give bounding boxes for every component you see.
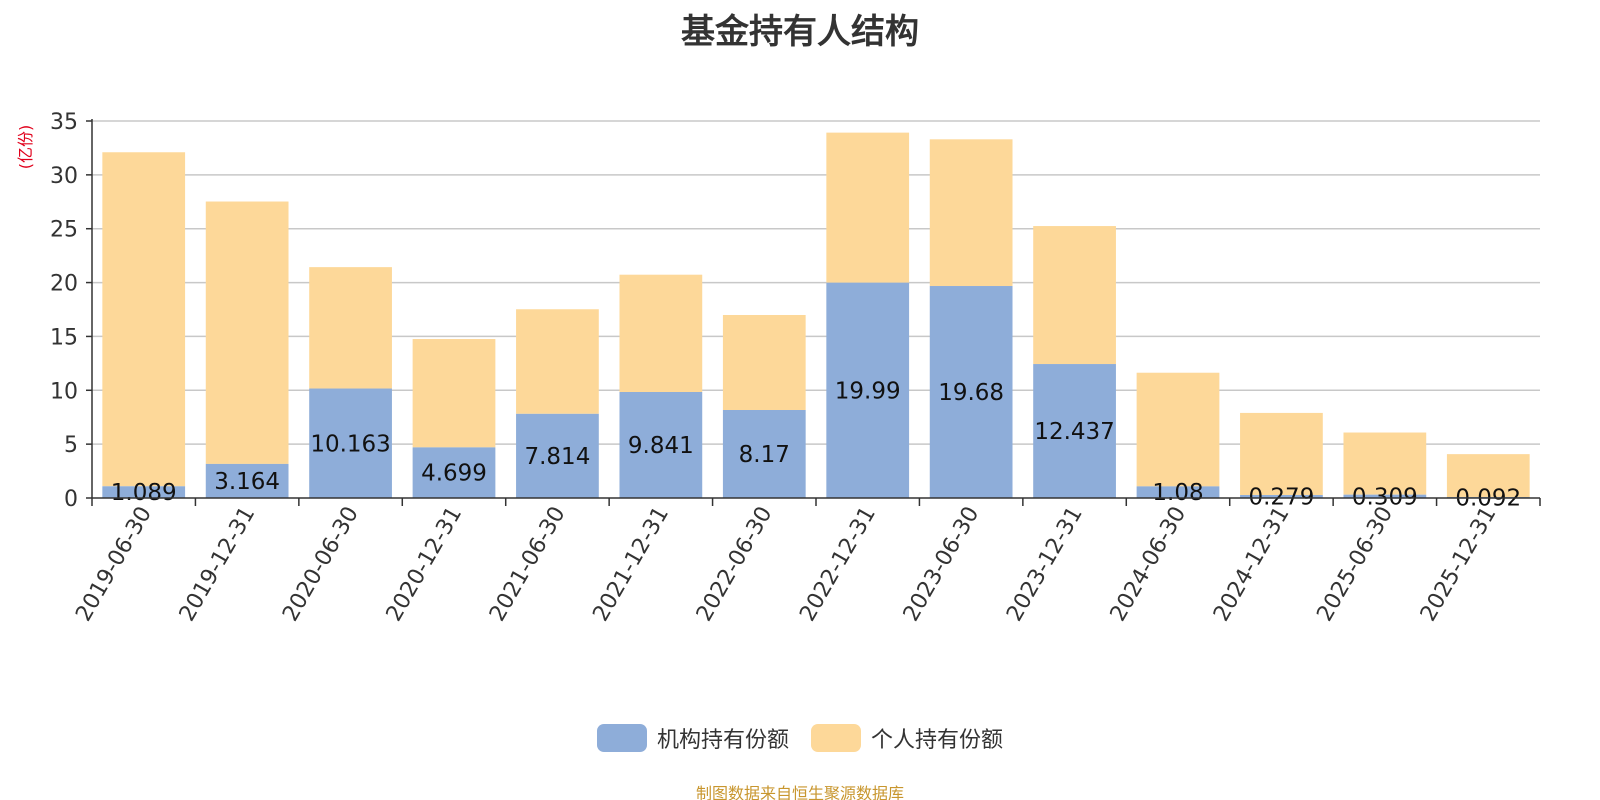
bar-value-label: 7.814 bbox=[524, 444, 590, 470]
legend-swatch-individual bbox=[811, 724, 861, 752]
bar-individual bbox=[722, 314, 806, 410]
chart-title: 基金持有人结构 bbox=[681, 12, 919, 52]
bar-individual bbox=[1136, 372, 1220, 487]
bar-individual bbox=[1446, 454, 1530, 498]
bar-individual bbox=[412, 339, 496, 448]
bar-institutional bbox=[102, 486, 186, 498]
bar-individual bbox=[309, 267, 392, 389]
bar-individual bbox=[826, 132, 910, 283]
bar-value-label: 8.17 bbox=[739, 442, 790, 468]
bar-value-label: 10.163 bbox=[310, 431, 390, 457]
bar-institutional bbox=[516, 413, 599, 498]
bar-individual bbox=[516, 309, 599, 414]
x-tick-label: 2019-12-31 bbox=[175, 503, 261, 626]
bar-individual bbox=[1033, 226, 1116, 365]
x-tick-label: 2024-12-31 bbox=[1209, 503, 1295, 626]
legend-label-institutional: 机构持有份额 bbox=[656, 728, 789, 753]
bar-institutional bbox=[1033, 364, 1116, 498]
bar-institutional bbox=[826, 282, 910, 498]
bar-individual bbox=[1343, 432, 1427, 495]
x-tick-label: 2023-12-31 bbox=[1002, 503, 1088, 626]
y-axis-unit-label: (亿份) bbox=[16, 125, 35, 170]
x-tick-label: 2025-06-30 bbox=[1312, 503, 1398, 626]
x-tick-label: 2022-06-30 bbox=[692, 503, 778, 626]
bar-institutional bbox=[1136, 486, 1220, 498]
y-tick-label: 20 bbox=[50, 272, 78, 297]
x-tick-label: 2021-06-30 bbox=[485, 503, 571, 626]
bar-value-label: 19.99 bbox=[835, 378, 901, 404]
bar-value-label: 1.089 bbox=[111, 480, 177, 506]
bar-value-label: 12.437 bbox=[1034, 419, 1114, 445]
legend-swatch-institutional bbox=[596, 724, 647, 752]
y-tick-label: 35 bbox=[50, 110, 78, 135]
y-tick-label: 5 bbox=[64, 433, 78, 458]
x-tick-label: 2024-06-30 bbox=[1106, 503, 1192, 626]
bar-individual bbox=[929, 139, 1013, 287]
data-source-note: 制图数据来自恒生聚源数据库 bbox=[695, 784, 904, 800]
bar-value-label: 4.699 bbox=[421, 461, 487, 487]
x-tick-label: 2020-12-31 bbox=[382, 503, 468, 626]
bar-institutional bbox=[929, 286, 1013, 498]
bar-institutional bbox=[619, 391, 703, 498]
bar-value-label: 19.68 bbox=[938, 380, 1004, 406]
bar-institutional bbox=[1343, 494, 1427, 498]
bar-institutional bbox=[205, 463, 289, 498]
legend-item-institutional[interactable]: 机构持有份额 bbox=[596, 722, 789, 754]
y-tick-label: 10 bbox=[50, 379, 78, 404]
legend-label-individual: 个人持有份额 bbox=[871, 728, 1004, 753]
bar-value-label: 9.841 bbox=[628, 433, 694, 459]
legend-item-individual[interactable]: 个人持有份额 bbox=[811, 722, 1003, 754]
bar-institutional bbox=[412, 447, 496, 498]
x-tick-label: 2019-06-30 bbox=[71, 503, 157, 626]
y-tick-label: 0 bbox=[64, 487, 78, 512]
bar-value-label: 3.164 bbox=[214, 469, 280, 495]
x-tick-label: 2023-06-30 bbox=[899, 503, 985, 626]
chart-legend: 机构持有份额 个人持有份额 bbox=[0, 722, 1600, 754]
bar-individual bbox=[205, 201, 289, 464]
bar-value-label: 1.08 bbox=[1152, 480, 1203, 506]
x-tick-label: 2025-12-31 bbox=[1416, 503, 1502, 626]
y-tick-label: 30 bbox=[50, 164, 78, 189]
y-tick-label: 25 bbox=[50, 218, 78, 243]
bar-individual bbox=[619, 274, 703, 392]
x-tick-label: 2021-12-31 bbox=[588, 503, 674, 626]
chart-plot: 1.089 3.164 10.163 4.699 7.814 9.841 8.17 19.99… bbox=[16, 110, 1541, 626]
bar-institutional bbox=[722, 409, 806, 498]
x-tick-label: 2022-12-31 bbox=[795, 503, 881, 626]
bar-institutional bbox=[309, 388, 392, 498]
y-tick-label: 15 bbox=[50, 325, 78, 350]
bar-individual bbox=[1240, 412, 1323, 495]
bar-institutional bbox=[1240, 494, 1323, 498]
x-tick-label: 2020-06-30 bbox=[278, 503, 364, 626]
bar-individual bbox=[102, 152, 186, 487]
bars bbox=[102, 132, 1530, 498]
